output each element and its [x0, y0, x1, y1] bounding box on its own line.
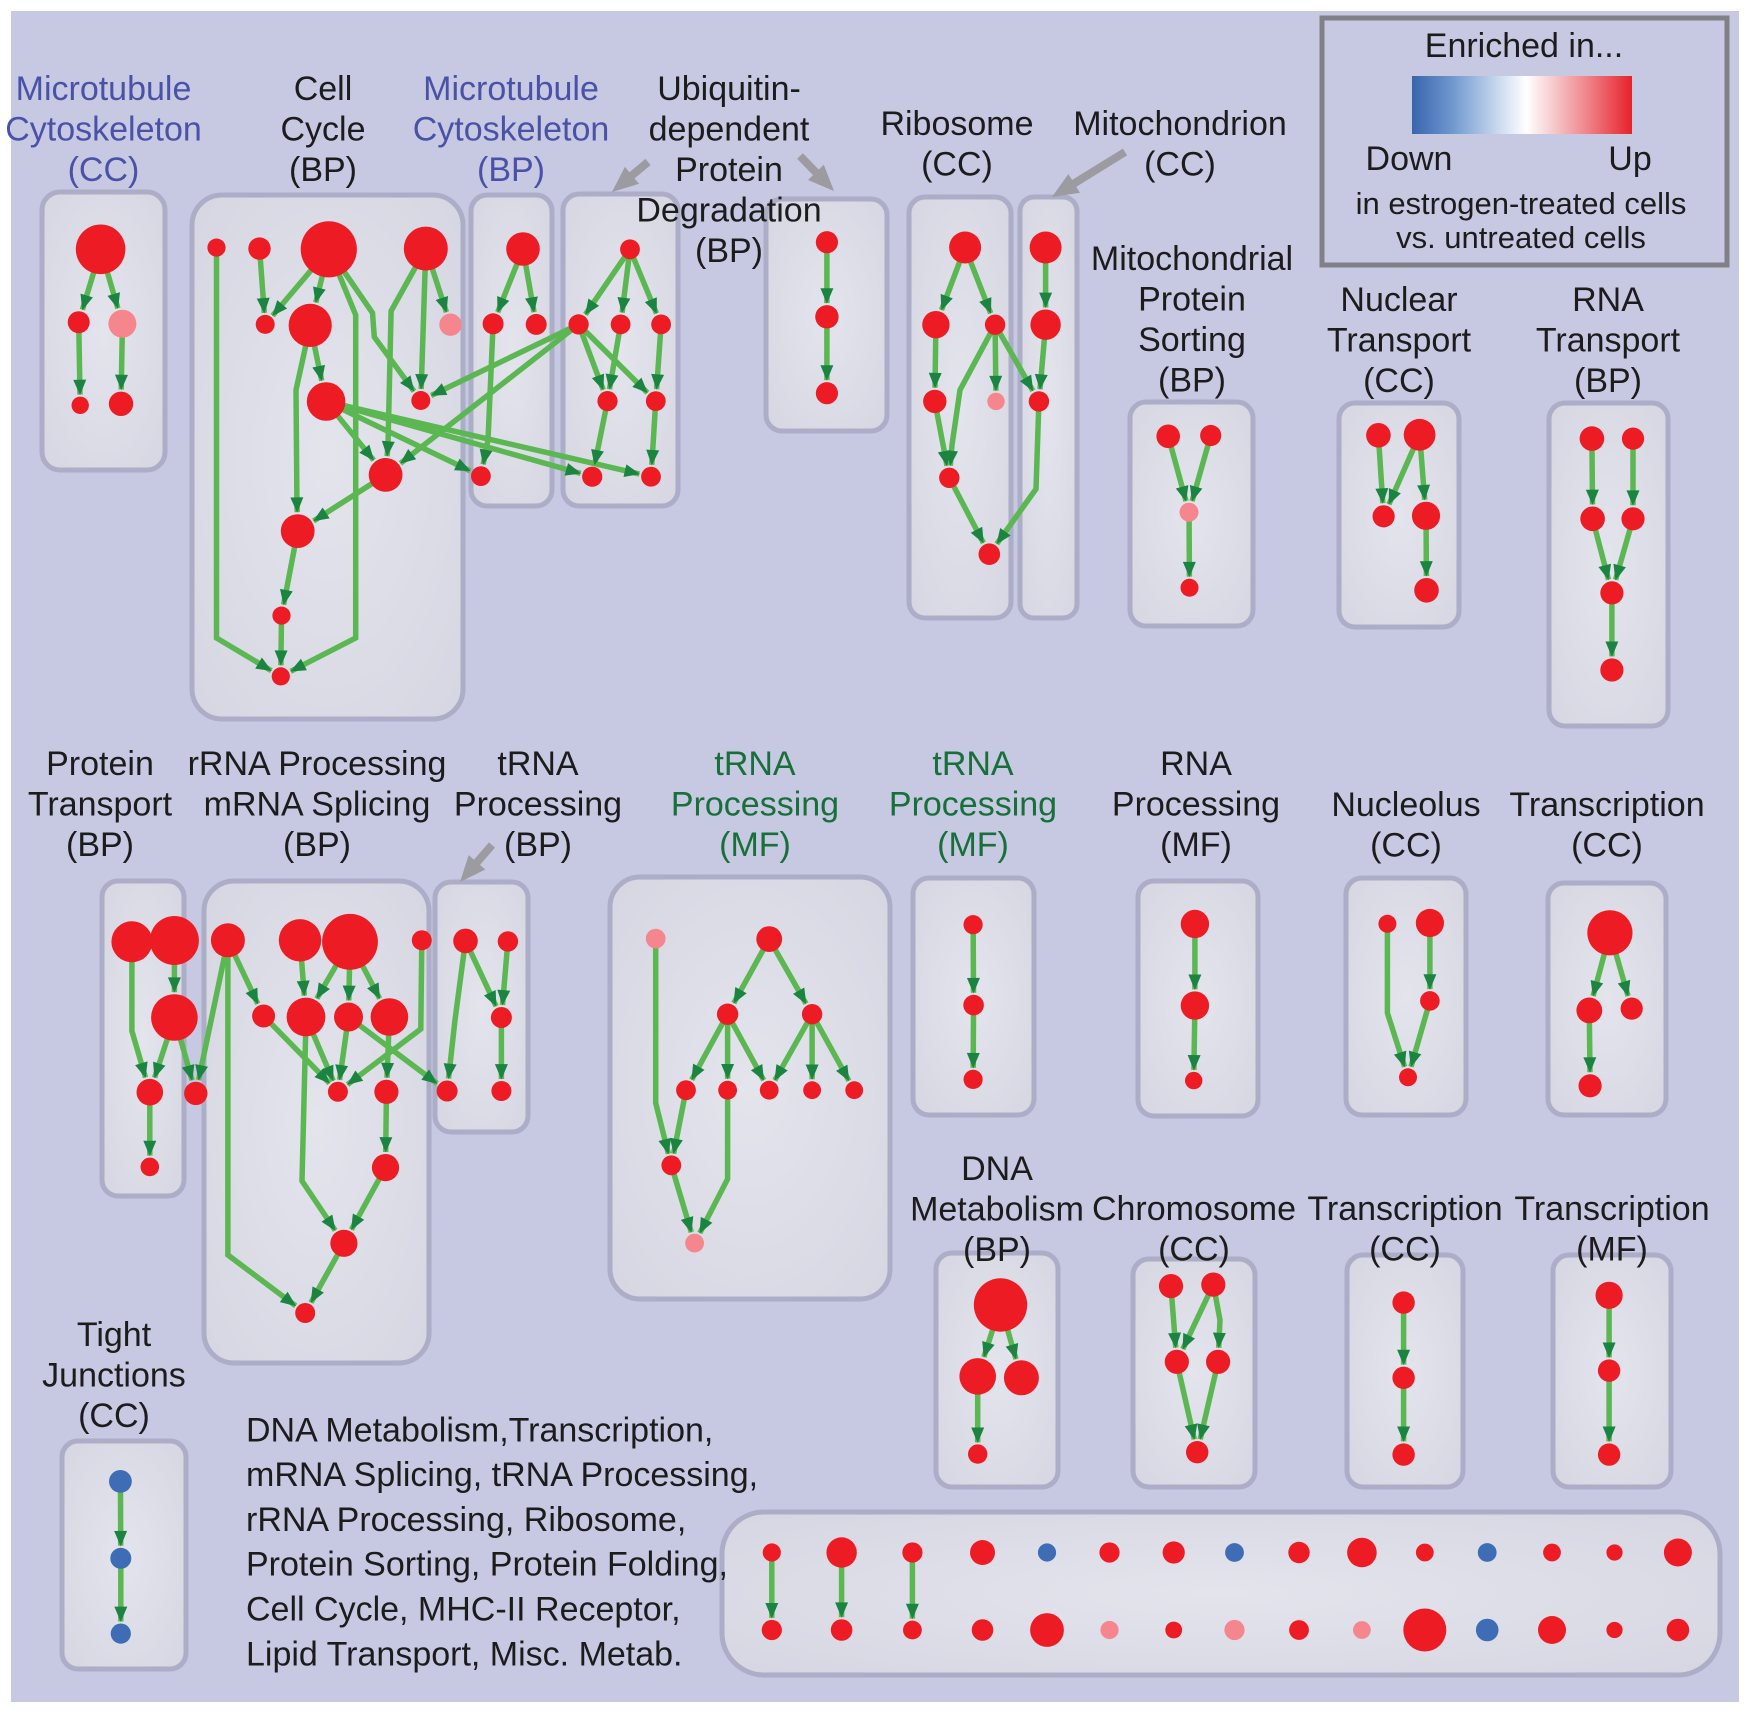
svg-text:(BP): (BP) [963, 1231, 1031, 1269]
svg-text:(BP): (BP) [1574, 362, 1642, 400]
svg-text:Mitochondrial: Mitochondrial [1091, 240, 1293, 278]
svg-text:Protein: Protein [1138, 281, 1246, 319]
svg-text:Mitochondrion: Mitochondrion [1073, 105, 1287, 143]
svg-text:dependent: dependent [649, 111, 810, 149]
svg-text:(BP): (BP) [504, 826, 572, 864]
svg-text:tRNA: tRNA [497, 745, 579, 783]
svg-text:Processing: Processing [889, 786, 1057, 824]
svg-text:rRNA Processing, Ribosome,: rRNA Processing, Ribosome, [246, 1501, 686, 1539]
svg-text:Processing: Processing [454, 786, 622, 824]
svg-text:(BP): (BP) [66, 826, 134, 864]
svg-text:RNA: RNA [1572, 281, 1644, 319]
svg-text:Processing: Processing [1112, 786, 1280, 824]
svg-text:Sorting: Sorting [1138, 321, 1246, 359]
svg-text:Degradation: Degradation [636, 192, 821, 230]
svg-text:(CC): (CC) [1369, 1231, 1441, 1269]
svg-text:Protein Sorting, Protein Foldi: Protein Sorting, Protein Folding, [246, 1546, 728, 1584]
svg-text:Cytoskeleton: Cytoskeleton [5, 111, 202, 149]
svg-text:(CC): (CC) [1158, 1231, 1230, 1269]
svg-text:vs. untreated cells: vs. untreated cells [1396, 220, 1646, 255]
svg-text:(MF): (MF) [1576, 1231, 1648, 1269]
svg-text:(CC): (CC) [1144, 146, 1216, 184]
svg-text:Cytoskeleton: Cytoskeleton [413, 111, 610, 149]
svg-text:Processing: Processing [671, 786, 839, 824]
svg-text:(CC): (CC) [921, 146, 993, 184]
svg-text:Ubiquitin-: Ubiquitin- [657, 70, 801, 108]
svg-text:Junctions: Junctions [42, 1357, 186, 1395]
svg-text:Transcription: Transcription [1307, 1190, 1502, 1228]
svg-text:Cycle: Cycle [280, 111, 365, 149]
svg-text:Enriched in...: Enriched in... [1425, 27, 1623, 65]
svg-text:Microtubule: Microtubule [16, 70, 192, 108]
svg-text:tRNA: tRNA [932, 745, 1014, 783]
svg-text:Microtubule: Microtubule [423, 70, 599, 108]
svg-text:in estrogen-treated cells: in estrogen-treated cells [1356, 186, 1687, 221]
svg-text:Chromosome: Chromosome [1092, 1190, 1296, 1228]
svg-text:RNA: RNA [1160, 745, 1232, 783]
svg-text:Transcription: Transcription [1509, 786, 1704, 824]
svg-text:(MF): (MF) [937, 826, 1009, 864]
svg-text:Transport: Transport [28, 786, 173, 824]
svg-text:DNA Metabolism,Transcription,: DNA Metabolism,Transcription, [246, 1411, 713, 1449]
svg-text:Protein: Protein [675, 151, 783, 189]
svg-text:Metabolism: Metabolism [910, 1191, 1084, 1229]
svg-text:(CC): (CC) [1571, 827, 1643, 865]
svg-text:(BP): (BP) [289, 151, 357, 189]
svg-text:mRNA Splicing, tRNA Processing: mRNA Splicing, tRNA Processing, [246, 1456, 758, 1494]
svg-text:(BP): (BP) [1158, 362, 1226, 400]
svg-text:(CC): (CC) [1370, 827, 1442, 865]
svg-text:Ribosome: Ribosome [880, 105, 1033, 143]
svg-text:Down: Down [1366, 140, 1453, 178]
svg-text:(BP): (BP) [477, 151, 545, 189]
svg-text:Cell: Cell [294, 70, 353, 108]
svg-text:Cell Cycle, MHC-II Receptor,: Cell Cycle, MHC-II Receptor, [246, 1591, 681, 1629]
svg-text:(MF): (MF) [1160, 826, 1232, 864]
svg-text:tRNA: tRNA [714, 745, 796, 783]
svg-text:(CC): (CC) [1363, 362, 1435, 400]
svg-text:mRNA Splicing: mRNA Splicing [204, 786, 431, 824]
svg-text:Lipid Transport, Misc. Metab.: Lipid Transport, Misc. Metab. [246, 1635, 683, 1673]
svg-text:Protein: Protein [46, 745, 154, 783]
svg-text:DNA: DNA [961, 1150, 1033, 1188]
svg-text:(BP): (BP) [283, 826, 351, 864]
svg-text:rRNA Processing: rRNA Processing [188, 745, 447, 783]
svg-text:Nuclear: Nuclear [1340, 281, 1457, 319]
svg-text:Tight: Tight [77, 1316, 152, 1354]
svg-text:Transcription: Transcription [1514, 1190, 1709, 1228]
svg-text:Nucleolus: Nucleolus [1331, 786, 1480, 824]
svg-text:Transport: Transport [1327, 322, 1472, 360]
svg-text:Transport: Transport [1536, 322, 1681, 360]
svg-text:(BP): (BP) [695, 232, 763, 270]
svg-text:(MF): (MF) [719, 826, 791, 864]
svg-text:(CC): (CC) [78, 1397, 150, 1435]
svg-text:(CC): (CC) [68, 151, 140, 189]
svg-text:Up: Up [1608, 140, 1651, 178]
